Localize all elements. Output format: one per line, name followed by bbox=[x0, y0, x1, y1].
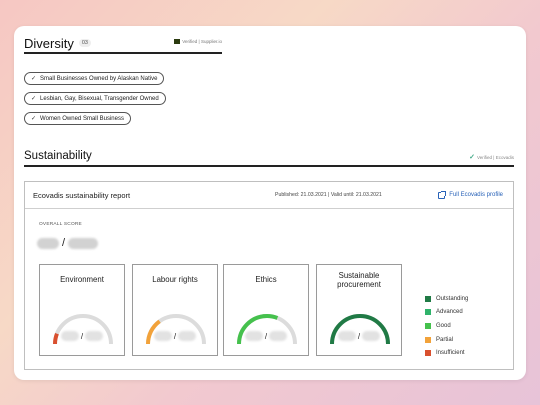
overall-score-label: OVERALL SCORE bbox=[39, 222, 82, 227]
diversity-chip: ✓ Lesbian, Gay, Bisexual, Transgender Own… bbox=[24, 92, 166, 105]
diversity-chip: ✓ Small Businesses Owned by Alaskan Nativ… bbox=[24, 72, 165, 85]
legend-item: Partial bbox=[425, 333, 468, 347]
score-card-title: Ethics bbox=[255, 275, 277, 284]
check-icon: ✓ bbox=[31, 76, 37, 82]
score-max-blurred bbox=[85, 331, 104, 341]
score-value-blurred bbox=[337, 331, 356, 341]
verified-supplier-io: Verified | Supplier.io bbox=[174, 39, 222, 44]
verified-supplier-label: Verified | Supplier.io bbox=[182, 39, 222, 44]
ecovadis-report: Ecovadis sustainability report Published… bbox=[24, 181, 514, 370]
score-separator: / bbox=[357, 331, 361, 341]
ecovadis-check-icon: ✓ bbox=[469, 154, 476, 161]
category-score: / bbox=[317, 331, 401, 341]
score-value-blurred bbox=[153, 331, 172, 341]
legend-label: Advanced bbox=[436, 309, 463, 316]
gauge-track bbox=[53, 314, 113, 345]
score-card-ethics: Ethics / bbox=[223, 264, 309, 356]
legend-item: Advanced bbox=[425, 306, 468, 320]
supplier-profile-card: Diversity 03 Verified | Supplier.io ✓ Sma… bbox=[14, 26, 526, 380]
diversity-chip: ✓ Women Owned Small Business bbox=[24, 112, 131, 125]
legend-item: Good bbox=[425, 319, 468, 333]
score-separator: / bbox=[264, 331, 268, 341]
legend-swatch bbox=[425, 322, 431, 329]
legend-label: Insufficient bbox=[436, 350, 465, 357]
report-title: Ecovadis sustainability report bbox=[33, 190, 131, 200]
sustainability-title: Sustainability bbox=[24, 150, 92, 162]
chip-label: Lesbian, Gay, Bisexual, Transgender Owne… bbox=[40, 95, 159, 102]
score-card-sustainable-procurement: Sustainable procurement / bbox=[316, 264, 402, 356]
verified-ecovadis: ✓ Verified | Ecovadis bbox=[469, 153, 514, 161]
legend-label: Outstanding bbox=[436, 295, 469, 302]
score-card-title: Sustainable procurement bbox=[337, 271, 381, 289]
score-card-labour-rights: Labour rights / bbox=[132, 264, 218, 356]
verified-ecovadis-label: Verified | Ecovadis bbox=[477, 154, 514, 160]
legend-item: Outstanding bbox=[425, 292, 468, 306]
chip-label: Small Businesses Owned by Alaskan Native bbox=[40, 75, 158, 82]
overall-score-max-blurred bbox=[68, 237, 99, 249]
gauge-ethics bbox=[237, 314, 297, 345]
gauge-labour-rights bbox=[146, 314, 206, 345]
sustainability-header: Sustainability ✓ Verified | Ecovadis bbox=[24, 147, 514, 167]
legend-swatch bbox=[425, 295, 431, 302]
gauge-fill bbox=[146, 314, 206, 345]
check-icon: ✓ bbox=[31, 96, 37, 102]
full-ecovadis-profile-link[interactable]: Full Ecovadis profile bbox=[438, 190, 503, 199]
report-dates: Published: 21.03.2021 | Valid until: 21.… bbox=[275, 192, 382, 198]
report-header: Ecovadis sustainability report Published… bbox=[25, 182, 513, 209]
gauge-fill bbox=[330, 314, 390, 345]
gauge-environment bbox=[53, 314, 113, 345]
chip-label: Women Owned Small Business bbox=[40, 115, 124, 122]
diversity-header: Diversity 03 Verified | Supplier.io bbox=[24, 34, 222, 54]
score-separator: / bbox=[80, 331, 84, 341]
overall-score: / bbox=[37, 237, 99, 249]
legend-label: Partial bbox=[436, 336, 454, 343]
legend-swatch bbox=[425, 309, 431, 316]
legend-label: Good bbox=[436, 322, 451, 329]
score-separator: / bbox=[62, 237, 66, 249]
legend-swatch bbox=[425, 336, 431, 343]
score-card-title: Labour rights bbox=[152, 275, 198, 284]
category-score: / bbox=[40, 331, 124, 341]
full-profile-link-label: Full Ecovadis profile bbox=[449, 192, 503, 198]
score-value-blurred bbox=[60, 331, 79, 341]
score-max-blurred bbox=[269, 331, 288, 341]
score-card-title: Environment bbox=[60, 275, 104, 284]
overall-score-value-blurred bbox=[37, 237, 59, 249]
score-max-blurred bbox=[178, 331, 197, 341]
diversity-title: Diversity bbox=[24, 35, 74, 51]
gauge-fill bbox=[237, 314, 297, 345]
legend-item: Insufficient bbox=[425, 346, 468, 360]
score-value-blurred bbox=[244, 331, 263, 341]
external-link-icon bbox=[438, 190, 447, 199]
diversity-count-badge: 03 bbox=[78, 39, 91, 47]
diversity-chips: ✓ Small Businesses Owned by Alaskan Nativ… bbox=[24, 67, 166, 127]
score-separator: / bbox=[173, 331, 177, 341]
score-legend: Outstanding Advanced Good Partial Insuff… bbox=[425, 292, 468, 360]
legend-swatch bbox=[425, 350, 431, 357]
category-score: / bbox=[133, 331, 217, 341]
check-icon: ✓ bbox=[31, 116, 37, 122]
category-score: / bbox=[224, 331, 308, 341]
supplier-io-logo-icon bbox=[174, 39, 181, 44]
gauge-sustainable-procurement bbox=[330, 314, 390, 345]
score-card-environment: Environment / bbox=[39, 264, 125, 356]
score-max-blurred bbox=[362, 331, 381, 341]
